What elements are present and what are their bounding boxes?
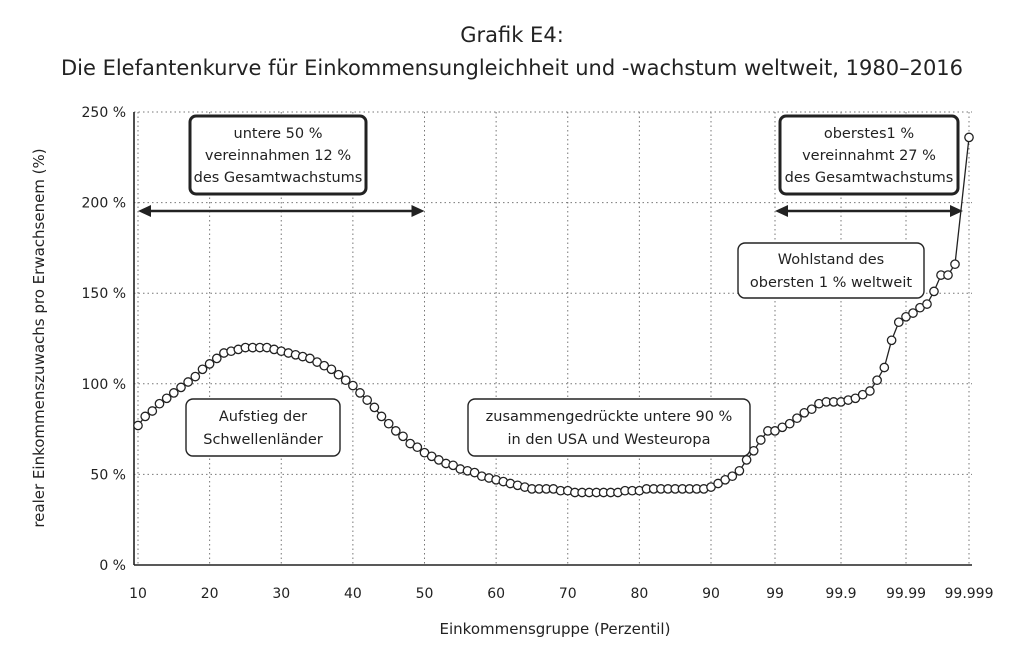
x-tick-label: 40 xyxy=(344,586,362,602)
range-arrow xyxy=(138,205,425,217)
data-point xyxy=(204,359,215,369)
data-point xyxy=(355,388,365,398)
data-point xyxy=(168,388,179,398)
data-point xyxy=(806,404,817,415)
data-point xyxy=(398,431,408,442)
data-point xyxy=(326,364,337,375)
y-tick-label: 200 % xyxy=(82,196,126,212)
data-point xyxy=(929,286,939,297)
annotation-text: des Gesamtwachstums xyxy=(785,170,954,186)
x-tick-label: 99.99 xyxy=(886,586,926,602)
data-point xyxy=(755,435,766,445)
range-arrow xyxy=(775,205,963,217)
x-tick-label: 50 xyxy=(416,586,434,602)
data-point xyxy=(197,364,208,375)
data-point xyxy=(333,369,344,380)
annotation-box: Wohlstand des obersten 1 % weltweit xyxy=(737,242,925,299)
annotation-box: untere 50 % vereinnahmen 12 % des Gesamtwa… xyxy=(188,114,368,196)
data-point xyxy=(886,335,897,346)
data-point xyxy=(133,420,143,431)
x-tick-label: 20 xyxy=(201,586,219,602)
annotation-text: oberstes1 % xyxy=(824,126,914,142)
data-point xyxy=(964,132,974,143)
data-point xyxy=(908,308,918,318)
x-tick-label: 99 xyxy=(766,586,784,602)
annotation-text: vereinnahmt 27 % xyxy=(802,148,936,164)
data-point xyxy=(348,380,358,391)
x-tick-label: 30 xyxy=(272,586,290,602)
annotation-box: oberstes1 % vereinnahmt 27 % des Gesamtwac… xyxy=(778,114,960,196)
data-point xyxy=(154,398,165,409)
grid xyxy=(134,111,972,565)
x-axis-label: Einkommensgruppe (Perzentil) xyxy=(440,620,671,638)
chart-title: Grafik E4: xyxy=(460,23,564,47)
data-point xyxy=(183,377,193,387)
annotation-text: untere 50 % xyxy=(234,126,323,142)
x-tick-label: 10 xyxy=(129,586,147,602)
axes xyxy=(133,112,972,566)
data-point xyxy=(865,386,875,396)
data-point xyxy=(383,418,394,429)
data-point xyxy=(340,375,351,386)
x-tick-label: 99.9 xyxy=(825,586,856,602)
data-point xyxy=(734,465,745,476)
data-point xyxy=(741,455,752,465)
data-point xyxy=(376,411,387,422)
x-tick-label: 90 xyxy=(702,586,720,602)
y-tick-label: 50 % xyxy=(90,467,126,483)
data-point xyxy=(943,270,953,280)
data-point xyxy=(190,371,201,382)
y-tick-label: 150 % xyxy=(82,286,126,302)
x-tick-label: 80 xyxy=(630,586,648,602)
x-tick-label: 70 xyxy=(559,586,577,602)
data-point xyxy=(922,299,932,309)
arrows xyxy=(138,205,963,217)
data-point xyxy=(147,406,158,416)
y-tick-label: 100 % xyxy=(82,377,126,393)
data-point xyxy=(161,393,172,404)
annotation-text: Wohlstand des xyxy=(778,252,884,268)
data-point xyxy=(390,426,401,436)
data-point xyxy=(784,418,795,429)
annotation-box: zusammengedrückte untere 90 % in den USA … xyxy=(467,398,751,457)
annotation-text: Schwellenländer xyxy=(203,432,323,448)
x-tick-label: 99.999 xyxy=(945,586,994,602)
y-axis-label: realer Einkommenszuwachs pro Erwachsenem… xyxy=(30,148,48,527)
x-tick-label: 60 xyxy=(487,586,505,602)
annotation-box: Aufstieg der Schwellenländer xyxy=(185,398,341,457)
data-point xyxy=(727,471,738,482)
data-point xyxy=(362,395,373,405)
annotation-text: obersten 1 % weltweit xyxy=(750,275,912,291)
annotations: untere 50 % vereinnahmen 12 % des Gesamtwa… xyxy=(185,114,960,457)
data-point xyxy=(950,259,960,270)
x-tick-labels: 10 20 30 40 50 60 70 80 90 99 99.9 99.99 99.999 xyxy=(129,586,993,602)
y-tick-labels: 0 % 50 % 100 % 150 % 200 % 250 % xyxy=(82,105,126,574)
data-point xyxy=(879,362,890,373)
annotation-text: vereinnahmen 12 % xyxy=(205,148,351,164)
data-point xyxy=(872,375,882,386)
y-tick-label: 0 % xyxy=(99,558,126,574)
series-line xyxy=(133,132,974,498)
data-point xyxy=(412,442,423,453)
data-point xyxy=(748,445,759,456)
annotation-text: des Gesamtwachstums xyxy=(194,170,363,186)
chart-subtitle: Die Elefantenkurve für Einkommensungleic… xyxy=(61,56,963,80)
data-point xyxy=(792,413,802,424)
annotation-text: in den USA und Westeuropa xyxy=(508,432,711,448)
data-point xyxy=(211,353,222,364)
annotation-text: zusammengedrückte untere 90 % xyxy=(486,409,733,425)
y-tick-label: 250 % xyxy=(82,105,126,121)
data-point xyxy=(893,317,904,328)
data-point xyxy=(140,411,151,422)
data-point xyxy=(176,382,186,393)
data-point xyxy=(369,402,380,413)
annotation-text: Aufstieg der xyxy=(219,409,307,425)
